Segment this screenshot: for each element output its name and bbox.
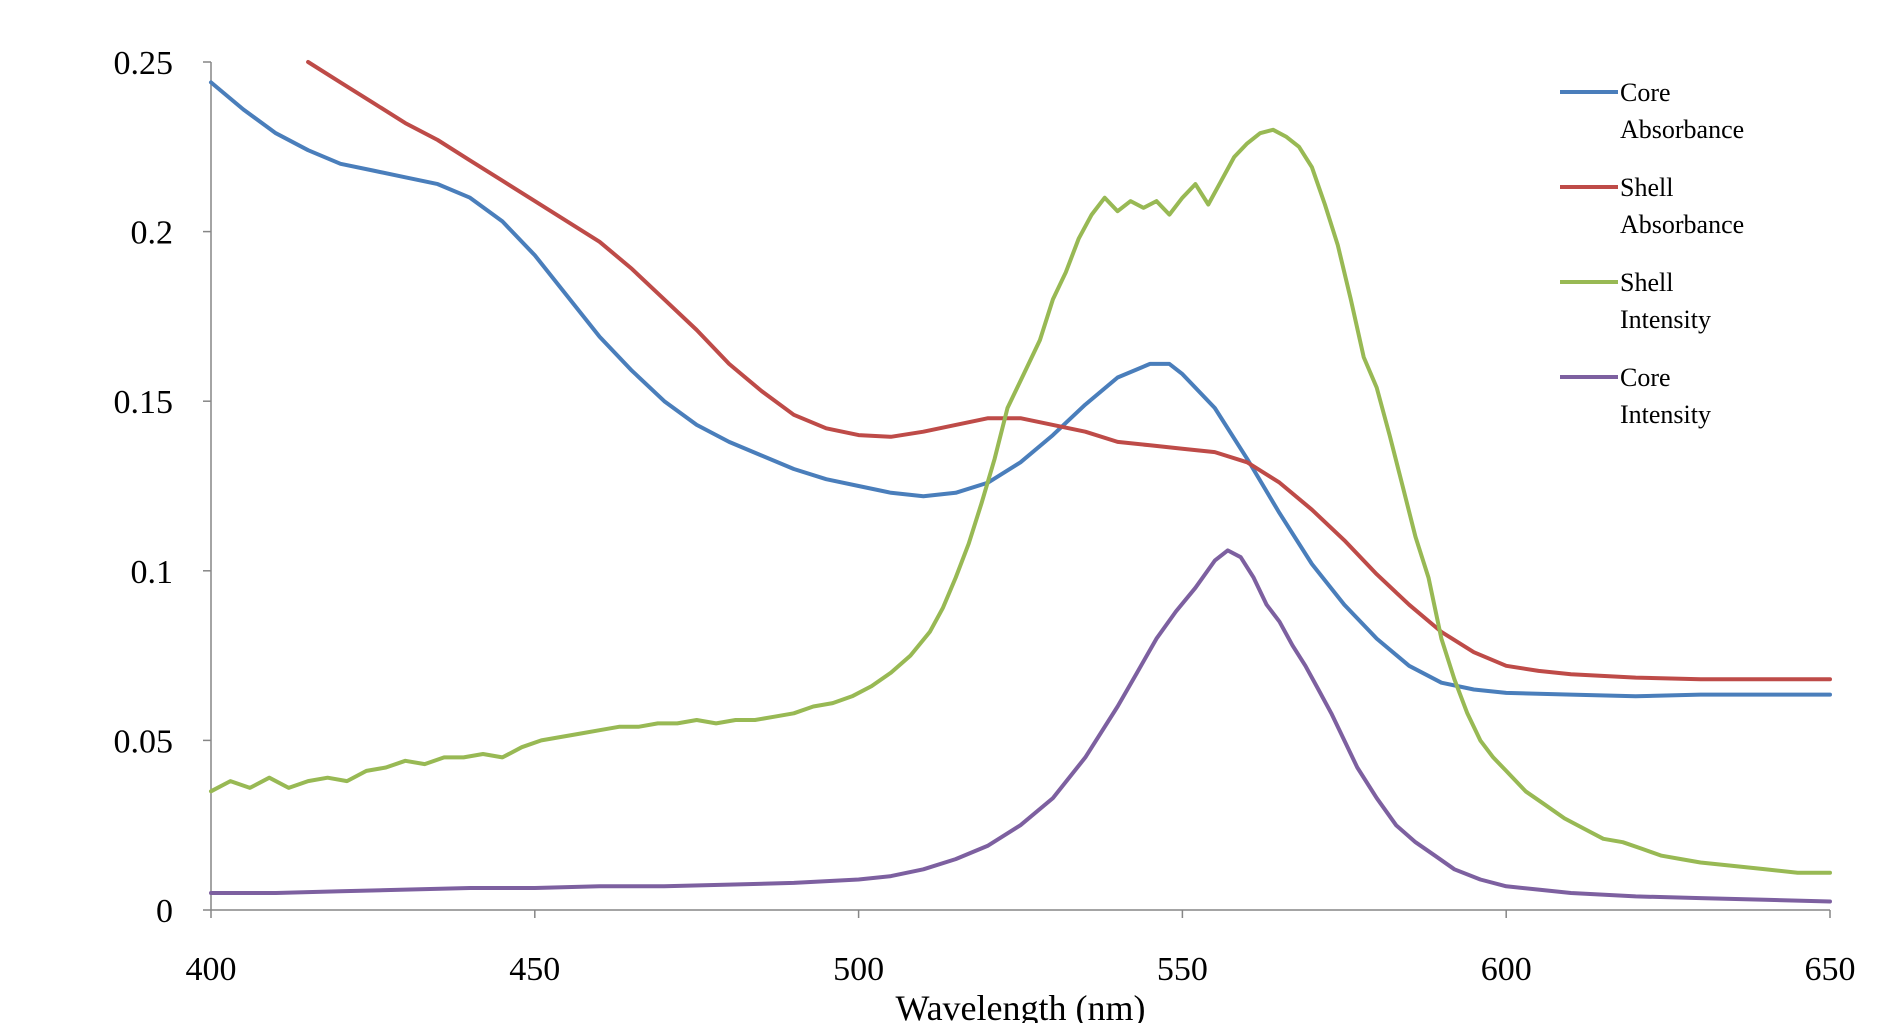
x-axis-ticks: 400 450 500 550 600 650 (186, 910, 1856, 988)
series-lines (209, 60, 1832, 904)
y-tick-label: 0.1 (131, 554, 174, 591)
legend-label-shell-absorbance: Absorbance (1620, 210, 1744, 239)
x-axis-title: Wavelength (nm) (895, 988, 1145, 1023)
legend-label-shell-intensity: Shell (1620, 268, 1673, 297)
legend-label-core-absorbance: Absorbance (1620, 115, 1744, 144)
legend-label-shell-absorbance: Shell (1620, 173, 1673, 202)
series-line-core-absorbance (209, 80, 1832, 699)
legend-label-core-intensity: Core (1620, 363, 1671, 392)
legend-label-core-intensity: Intensity (1620, 400, 1711, 429)
legend: Core Absorbance Shell Absorbance Shell Intens… (1560, 78, 1744, 429)
y-tick-label: 0.25 (114, 45, 174, 82)
y-tick-label: 0.2 (131, 215, 174, 252)
series-line-shell-intensity (209, 127, 1832, 875)
x-tick-label: 500 (833, 951, 884, 988)
y-tick-label: 0 (156, 893, 173, 930)
legend-label-shell-intensity: Intensity (1620, 305, 1711, 334)
legend-label-core-absorbance: Core (1620, 78, 1671, 107)
x-tick-label: 400 (186, 951, 237, 988)
x-tick-label: 450 (509, 951, 560, 988)
x-tick-label: 650 (1805, 951, 1856, 988)
series-line-shell-absorbance (306, 60, 1832, 682)
series-line-core-intensity (209, 548, 1832, 904)
axes (210, 62, 1830, 911)
y-axis-ticks: 0 0.05 0.1 0.15 0.2 0.25 (114, 45, 211, 930)
x-tick-label: 600 (1481, 951, 1532, 988)
y-tick-label: 0.15 (114, 384, 174, 421)
x-tick-label: 550 (1157, 951, 1208, 988)
y-tick-label: 0.05 (114, 723, 174, 760)
